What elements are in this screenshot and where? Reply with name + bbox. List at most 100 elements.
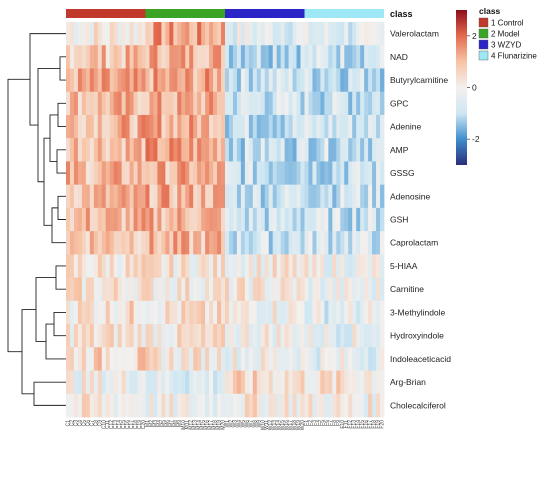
heatmap-cell <box>248 207 254 232</box>
heatmap-cell <box>264 91 270 116</box>
heatmap-cell <box>133 277 138 302</box>
heatmap-cell <box>328 68 333 93</box>
heatmap-cell <box>364 161 369 186</box>
heatmap-cell <box>360 91 365 116</box>
dendrogram-branch <box>55 265 66 290</box>
heatmap-cell <box>248 68 254 93</box>
heatmap-cell <box>105 300 111 325</box>
heatmap-cell <box>360 300 365 325</box>
heatmap-cell <box>133 138 138 162</box>
heatmap-cell <box>292 254 297 278</box>
heatmap-cell <box>376 277 381 302</box>
heatmap-cell <box>228 393 234 418</box>
heatmap-cell <box>344 161 349 186</box>
heatmap-cell <box>165 138 170 162</box>
heatmap-cell <box>368 324 373 348</box>
heatmap-cell <box>324 161 329 186</box>
heatmap-cell <box>300 138 305 162</box>
heatmap-cell <box>217 254 222 278</box>
heatmap-cell <box>193 277 198 302</box>
heatmap-cell <box>66 231 71 255</box>
heatmap-cell <box>153 370 158 395</box>
heatmap-cell <box>368 370 373 395</box>
heatmap-cell <box>193 231 198 255</box>
heatmap-cell <box>304 300 309 325</box>
heatmap-cell <box>177 207 182 232</box>
heatmap-cell <box>248 300 254 325</box>
heatmap-cell <box>66 91 71 116</box>
heatmap-cell <box>145 161 150 186</box>
heatmap-cell <box>248 138 254 162</box>
heatmap-cell <box>316 68 321 93</box>
heatmap-cell <box>133 300 138 325</box>
heatmap-cell <box>81 68 87 93</box>
heatmap-cell <box>364 300 369 325</box>
heatmap-cell <box>252 45 258 69</box>
column-label: C10 <box>101 420 107 429</box>
heatmap-cell <box>320 207 325 232</box>
heatmap-cell <box>225 347 230 371</box>
column-label: W15 <box>280 420 286 431</box>
heatmap-cell <box>169 254 174 278</box>
column-label: F17 <box>368 420 374 429</box>
heatmap-cell <box>312 45 317 69</box>
heatmap-cell <box>308 184 313 209</box>
heatmap-cell <box>368 91 373 116</box>
heatmap-cell <box>97 393 103 418</box>
heatmap-cell <box>244 231 250 255</box>
heatmap-cell <box>248 184 254 209</box>
heatmap-cell <box>85 324 91 348</box>
heatmap-cell <box>117 207 123 232</box>
heatmap-cell <box>308 393 313 418</box>
heatmap-cell <box>129 231 134 255</box>
heatmap-cell <box>173 370 178 395</box>
heatmap-cell <box>81 207 87 232</box>
color-scale-tick-label: 2 <box>472 31 477 41</box>
heatmap-cell <box>324 138 329 162</box>
heatmap-cell <box>209 324 214 348</box>
heatmap-cell <box>217 207 222 232</box>
class-legend: class 1 Control 2 Model 3 WZYD 4 Flunarizine <box>478 6 537 61</box>
heatmap-cell <box>113 138 119 162</box>
heatmap-cell <box>236 277 242 302</box>
heatmap-cell <box>97 324 103 348</box>
heatmap-cell <box>201 114 206 139</box>
heatmap-cell <box>236 393 242 418</box>
heatmap-cell <box>77 184 83 209</box>
column-label: C17 <box>129 420 135 429</box>
heatmap-cell <box>137 324 142 348</box>
heatmap-cell <box>300 161 305 186</box>
heatmap-cell <box>66 393 71 418</box>
heatmap-cell <box>252 324 258 348</box>
heatmap-cell <box>113 370 119 395</box>
heatmap-cell <box>244 114 250 139</box>
heatmap-cell <box>236 254 242 278</box>
heatmap-cell <box>300 184 305 209</box>
heatmap-cell <box>352 347 357 371</box>
heatmap-cell <box>260 231 266 255</box>
heatmap-cell <box>252 114 258 139</box>
heatmap-cell <box>69 254 75 278</box>
heatmap-cell <box>189 370 194 395</box>
heatmap-cell <box>93 68 99 93</box>
heatmap-cell <box>181 138 186 162</box>
heatmap-cell <box>77 207 83 232</box>
heatmap-cell <box>352 370 357 395</box>
heatmap-cell <box>268 138 274 162</box>
heatmap-cell <box>332 22 337 46</box>
heatmap-cell <box>344 68 349 93</box>
heatmap-cell <box>149 370 154 395</box>
heatmap-cell <box>197 161 202 186</box>
heatmap-cell <box>77 370 83 395</box>
heatmap-cell <box>236 347 242 371</box>
heatmap-cell <box>336 277 341 302</box>
heatmap-cell <box>256 254 262 278</box>
heatmap-cell <box>264 22 270 46</box>
heatmap-cell <box>113 45 119 69</box>
heatmap-cell <box>280 45 286 69</box>
heatmap-cell <box>105 347 111 371</box>
heatmap-cell <box>344 300 349 325</box>
heatmap-cell <box>312 138 317 162</box>
heatmap-cell <box>173 22 178 46</box>
